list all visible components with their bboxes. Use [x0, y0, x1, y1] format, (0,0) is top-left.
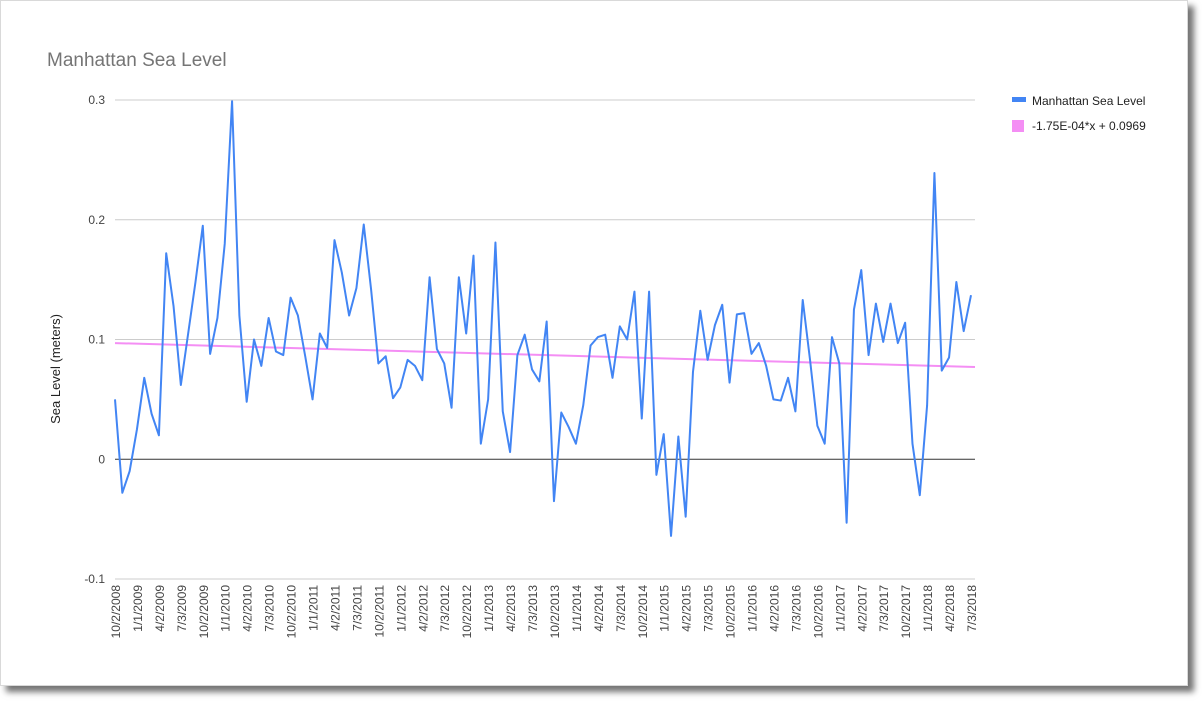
y-axis-label: Sea Level (meters) — [48, 314, 63, 424]
gridlines — [115, 99, 975, 580]
x-tick-label: 7/3/2010 — [263, 585, 277, 632]
x-tick-label: 4/2/2013 — [504, 585, 518, 632]
x-tick-label: 10/2/2009 — [197, 585, 211, 639]
x-tick-label: 10/2/2008 — [109, 585, 123, 639]
x-tick-label: 1/1/2010 — [219, 585, 233, 632]
y-tick-label: 0.1 — [88, 333, 105, 347]
x-tick-label: 7/3/2017 — [877, 585, 891, 632]
x-tick-label: 1/1/2017 — [833, 585, 847, 632]
x-tick-label: 10/2/2013 — [548, 585, 562, 639]
x-tick-label: 7/3/2018 — [965, 585, 979, 632]
x-tick-label: 10/2/2016 — [811, 585, 825, 639]
x-tick-label: 10/2/2010 — [285, 585, 299, 639]
x-axis-ticks: 10/2/2008 1/1/2009 4/2/2009 7/3/2009 10/2/20… — [109, 585, 979, 639]
legend-label-sea-level: Manhattan Sea Level — [1032, 94, 1145, 108]
x-tick-label: 10/2/2012 — [460, 585, 474, 639]
x-tick-label: 4/2/2011 — [328, 585, 342, 631]
x-tick-label: 4/2/2015 — [680, 585, 694, 632]
sea-level-line — [114, 100, 972, 537]
x-tick-label: 1/1/2012 — [394, 585, 408, 632]
y-tick-label: -0.1 — [84, 572, 105, 586]
x-tick-label: 1/1/2014 — [570, 585, 584, 632]
legend: Manhattan Sea Level -1.75E-04*x + 0.0969 — [1012, 94, 1146, 133]
x-tick-label: 7/3/2011 — [350, 585, 364, 631]
legend-swatch-trendline — [1012, 120, 1024, 132]
x-tick-label: 4/2/2017 — [855, 585, 869, 632]
legend-label-trendline: -1.75E-04*x + 0.0969 — [1032, 119, 1146, 133]
x-tick-label: 7/3/2016 — [789, 585, 803, 632]
y-tick-label: 0.2 — [88, 213, 105, 227]
x-tick-label: 1/1/2013 — [482, 585, 496, 632]
x-tick-label: 7/3/2012 — [438, 585, 452, 632]
x-tick-label: 4/2/2014 — [592, 585, 606, 632]
x-tick-label: 4/2/2012 — [416, 585, 430, 632]
x-tick-label: 1/1/2009 — [131, 585, 145, 632]
chart-title: Manhattan Sea Level — [47, 50, 227, 71]
x-tick-label: 4/2/2016 — [767, 585, 781, 632]
trendline — [114, 342, 976, 369]
x-tick-label: 10/2/2011 — [372, 585, 386, 638]
x-tick-label: 10/2/2014 — [636, 585, 650, 639]
x-tick-label: 7/3/2013 — [526, 585, 540, 632]
x-tick-label: 1/1/2018 — [921, 585, 935, 632]
x-tick-label: 4/2/2018 — [943, 585, 957, 632]
x-tick-label: 1/1/2011 — [307, 585, 321, 631]
legend-swatch-sea-level — [1012, 97, 1026, 102]
x-tick-label: 4/2/2009 — [153, 585, 167, 632]
x-tick-label: 7/3/2015 — [702, 585, 716, 632]
x-tick-label: 10/2/2015 — [724, 585, 738, 639]
series-lines — [114, 100, 976, 537]
x-tick-label: 10/2/2017 — [899, 585, 913, 639]
y-tick-label: 0.3 — [88, 93, 105, 107]
x-tick-label: 4/2/2010 — [241, 585, 255, 632]
y-axis-ticks: 0.3 0.2 0.1 0 -0.1 — [84, 93, 105, 586]
x-tick-label: 1/1/2016 — [746, 585, 760, 632]
x-tick-label: 7/3/2009 — [175, 585, 189, 632]
x-tick-label: 7/3/2014 — [614, 585, 628, 632]
y-tick-label: 0 — [98, 452, 105, 466]
x-tick-label: 1/1/2015 — [658, 585, 672, 632]
